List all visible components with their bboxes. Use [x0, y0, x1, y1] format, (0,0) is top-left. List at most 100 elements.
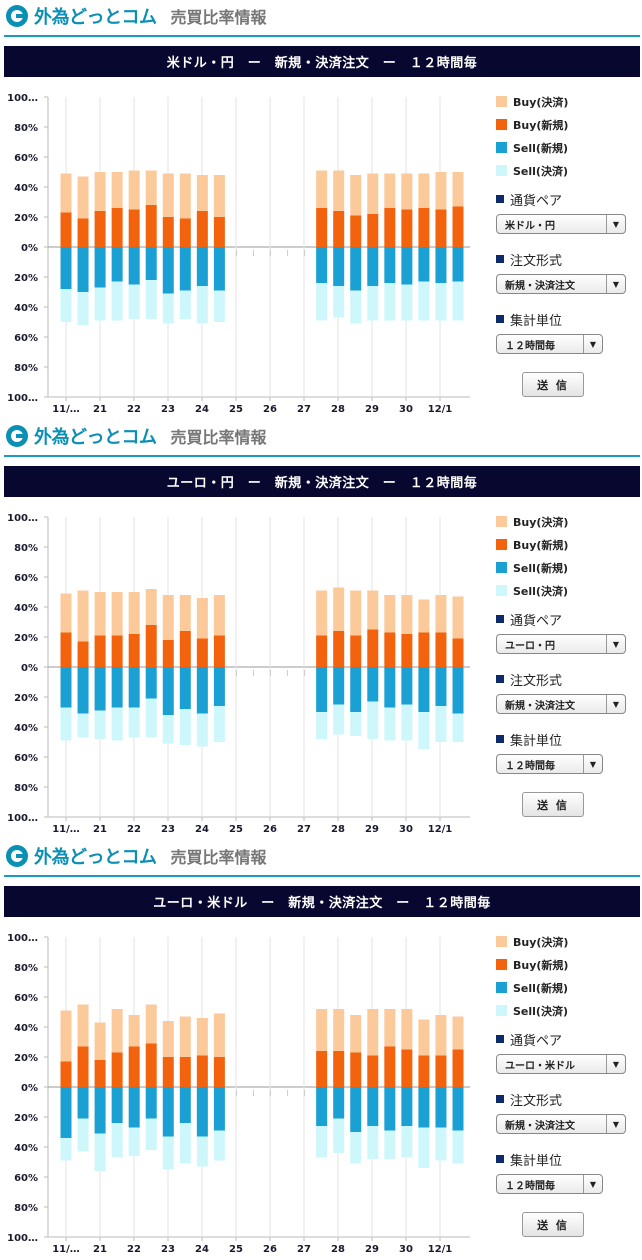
order-type-select[interactable]: 新規・決済注文 ▼ — [496, 694, 626, 714]
bar-buy-new — [213, 635, 225, 667]
dropdown-arrow-icon[interactable]: ▼ — [606, 1055, 625, 1073]
bar-buy-new — [94, 1060, 106, 1087]
bar-sell-new — [435, 667, 447, 706]
chart-title: ユーロ・円 ー 新規・決済注文 ー １２時間毎 — [4, 466, 640, 497]
aggregation-unit-label-text: 集計単位 — [510, 1153, 563, 1169]
brand-logo-icon — [6, 5, 28, 27]
dropdown-arrow-icon[interactable]: ▼ — [583, 755, 602, 773]
bar-sell-settle — [111, 281, 123, 321]
currency-pair-value: 米ドル・円 — [505, 220, 555, 232]
y-tick-label: 60% — [14, 993, 38, 1004]
y-tick-label: 80% — [14, 1203, 38, 1214]
bar-sell-new — [418, 667, 430, 712]
aggregation-unit-label: 集計単位 — [496, 730, 642, 749]
y-tick-label: 20% — [14, 693, 38, 704]
bar-sell-settle — [350, 290, 362, 324]
x-tick-label: 27 — [297, 1244, 311, 1255]
y-tick-label: 80% — [14, 783, 38, 794]
legend-swatch — [496, 1005, 507, 1016]
bar-sell-settle — [401, 284, 413, 321]
legend-sell-new: Sell(新規) — [496, 136, 642, 159]
y-tick-label: 100… — [7, 513, 38, 524]
bar-sell-settle — [60, 1138, 72, 1161]
order-type-label-text: 注文形式 — [510, 1093, 563, 1109]
y-tick-label: 20% — [14, 1053, 38, 1064]
currency-pair-select[interactable]: ユーロ・円 ▼ — [496, 634, 626, 654]
bar-sell-settle — [145, 1118, 157, 1150]
bar-sell-new — [418, 247, 430, 282]
bar-buy-new — [418, 632, 430, 667]
bar-sell-new — [213, 247, 225, 291]
dropdown-arrow-icon[interactable]: ▼ — [606, 695, 625, 713]
currency-pair-select[interactable]: ユーロ・米ドル ▼ — [496, 1054, 626, 1074]
dropdown-arrow-icon[interactable]: ▼ — [606, 275, 625, 293]
dropdown-arrow-icon[interactable]: ▼ — [606, 635, 625, 653]
bar-buy-settle — [179, 173, 191, 219]
bar-sell-new — [401, 1087, 413, 1126]
bar-buy-settle — [401, 1009, 413, 1050]
y-tick-label: 80% — [14, 363, 38, 374]
bar-buy-settle — [350, 175, 362, 216]
bar-buy-new — [111, 208, 123, 247]
header-logo[interactable]: 外為どっとコム 売買比率情報 — [6, 3, 267, 29]
header-logo[interactable]: 外為どっとコム 売買比率情報 — [6, 843, 267, 869]
submit-button[interactable]: 送 信 — [522, 792, 584, 817]
bar-buy-settle — [367, 1009, 379, 1056]
legend-sell-settle: Sell(決済) — [496, 159, 642, 182]
dropdown-arrow-icon[interactable]: ▼ — [606, 1115, 625, 1133]
submit-button[interactable]: 送 信 — [522, 372, 584, 397]
order-type-select[interactable]: 新規・決済注文 ▼ — [496, 274, 626, 294]
x-tick-label: 26 — [263, 1244, 277, 1255]
y-tick-label: 80% — [14, 963, 38, 974]
bar-buy-settle — [179, 595, 191, 631]
x-tick-label: 11/… — [52, 404, 80, 415]
header-logo[interactable]: 外為どっとコム 売買比率情報 — [6, 423, 267, 449]
bar-sell-new — [77, 1087, 89, 1119]
aggregation-unit-select[interactable]: １２時間毎 ▼ — [496, 754, 603, 774]
currency-pair-select[interactable]: 米ドル・円 ▼ — [496, 214, 626, 234]
bar-buy-settle — [77, 1004, 89, 1047]
x-tick-label: 23 — [161, 404, 175, 415]
chart-area: 100… 80% 60% 40% 20% 0% 20% 40% 60% 80% 100… 11/… 21… — [0, 920, 490, 1260]
bar-sell-new — [94, 667, 106, 711]
bar-buy-new — [435, 1055, 447, 1087]
bar-buy-settle — [77, 176, 89, 219]
bar-buy-new — [145, 1043, 157, 1087]
x-tick-label: 25 — [229, 824, 243, 835]
legend-sell-settle: Sell(決済) — [496, 999, 642, 1022]
bar-buy-settle — [213, 595, 225, 636]
chart-sidebar: Buy(決済) Buy(新規) Sell(新規) Sell(決済) 通貨ペア ユーロ・円 ▼… — [496, 510, 642, 817]
chart-panel: 外為どっとコム 売買比率情報ユーロ・円 ー 新規・決済注文 ー １２時間毎 100…… — [0, 420, 642, 840]
x-tick-label: 30 — [399, 1244, 413, 1255]
bar-buy-new — [401, 1049, 413, 1087]
legend-label: Buy(決済) — [513, 935, 569, 949]
order-type-select[interactable]: 新規・決済注文 ▼ — [496, 1114, 626, 1134]
legend-buy-new: Buy(新規) — [496, 533, 642, 556]
x-tick-label: 21 — [93, 824, 107, 835]
bar-sell-new — [60, 247, 72, 289]
bar-buy-settle — [128, 592, 140, 634]
bar-sell-new — [196, 247, 208, 286]
bar-sell-new — [333, 667, 345, 705]
bullet-icon — [496, 675, 504, 683]
aggregation-unit-select[interactable]: １２時間毎 ▼ — [496, 334, 603, 354]
header-divider — [4, 35, 640, 37]
bar-sell-settle — [213, 1130, 225, 1161]
bar-buy-settle — [316, 590, 328, 636]
bar-sell-settle — [196, 1136, 208, 1167]
bar-buy-new — [452, 638, 464, 667]
dropdown-arrow-icon[interactable]: ▼ — [606, 215, 625, 233]
bar-sell-new — [145, 1087, 157, 1119]
bar-sell-settle — [94, 287, 106, 321]
y-tick-label: 40% — [14, 603, 38, 614]
x-tick-label: 12/1 — [428, 824, 453, 835]
submit-button[interactable]: 送 信 — [522, 1212, 584, 1237]
dropdown-arrow-icon[interactable]: ▼ — [583, 1175, 602, 1193]
aggregation-unit-select[interactable]: １２時間毎 ▼ — [496, 1174, 603, 1194]
order-type-value: 新規・決済注文 — [505, 700, 575, 712]
x-tick-label: 30 — [399, 404, 413, 415]
legend-label: Sell(決済) — [513, 164, 568, 178]
dropdown-arrow-icon[interactable]: ▼ — [583, 335, 602, 353]
bar-sell-settle — [94, 710, 106, 739]
legend-buy-new: Buy(新規) — [496, 113, 642, 136]
